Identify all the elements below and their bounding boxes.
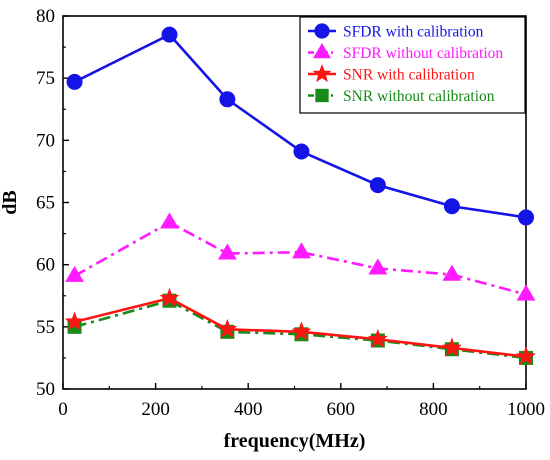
series-line [73,221,527,296]
data-point-star [159,287,180,307]
data-point-triangle [516,284,536,301]
legend-label: SNR with calibration [343,67,475,84]
series-sfdr-with-calibration [66,26,534,226]
data-point-star [367,328,388,348]
data-point-circle [293,143,310,160]
data-point-circle [161,26,178,43]
legend-label: SNR without calibration [343,88,495,105]
data-point-star [312,64,332,83]
x-tick-label: 0 [58,399,68,420]
series-layer [64,26,536,366]
x-tick-label: 800 [419,399,448,420]
y-tick-label: 65 [36,193,55,214]
x-axis-title: frequency(MHz) [224,430,366,452]
data-point-circle [219,91,236,108]
x-tick-label: 600 [327,399,356,420]
series-snr-with-calibration [64,287,536,366]
y-tick-label: 75 [36,68,55,89]
data-point-star [64,311,85,331]
data-point-star [291,321,312,341]
y-tick-label: 50 [36,379,55,400]
x-tick-label: 400 [234,399,263,420]
y-tick-label: 70 [36,130,55,151]
x-tick-label: 200 [141,399,170,420]
y-tick-label: 80 [36,6,55,27]
x-tick-label: 1000 [507,399,545,420]
y-tick-label: 60 [36,255,55,276]
data-point-circle [369,177,386,194]
legend-label: SFDR without calibration [343,45,503,62]
data-point-triangle [313,42,331,59]
data-point-circle [314,23,330,39]
data-point-triangle [217,243,237,260]
data-point-star [217,318,238,338]
data-point-triangle [160,212,179,229]
data-point-triangle [368,258,388,275]
data-point-circle [66,73,83,90]
data-point-circle [443,198,460,215]
legend-box [299,16,526,114]
data-point-circle [518,209,534,226]
data-point-star [442,337,462,357]
data-point-triangle [442,264,462,281]
y-axis-title: dB [0,190,21,214]
series-sfdr-without-calibration [65,212,536,301]
axis-ticks: 0 200 400 600 800 1000 50 55 60 65 70 75 80 [36,6,545,420]
data-point-triangle [65,265,84,282]
data-point-square [315,88,329,103]
legend: SFDR with calibration SFDR without calibr… [299,16,526,114]
legend-label: SFDR with calibration [343,24,484,41]
data-point-triangle [292,242,311,259]
y-tick-label: 55 [36,317,55,338]
data-point-star [516,346,536,366]
